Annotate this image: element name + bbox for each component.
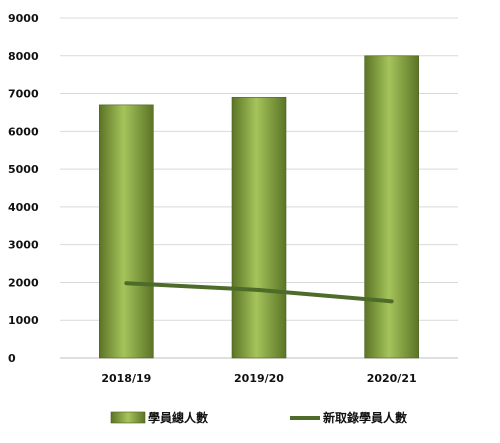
bar [231,97,287,359]
y-tick-label: 5000 [8,163,39,176]
legend-label: 新取錄學員人數 [323,410,407,425]
y-tick-label: 6000 [8,125,39,138]
x-tick-label: 2018/19 [101,372,151,385]
legend-label: 學員總人數 [148,410,208,425]
bar [99,104,154,359]
y-tick-label: 1000 [8,314,39,327]
x-axis-ticks: 2018/19 2019/20 2020/21 [101,372,416,385]
bar [364,55,419,359]
y-tick-label: 9000 [8,12,39,25]
legend: 學員總人數 新取錄學員人數 [110,410,407,425]
x-tick-label: 2020/21 [367,372,417,385]
y-tick-label: 8000 [8,50,39,63]
y-tick-label: 7000 [8,88,39,101]
legend-swatch-bar [110,411,146,424]
y-tick-label: 3000 [8,239,39,252]
line-series [124,281,394,304]
bar-series [99,55,419,359]
y-axis-ticks: 0 1000 2000 3000 4000 5000 6000 7000 8000 9000 [8,12,39,365]
x-tick-label: 2019/20 [234,372,284,385]
y-tick-label: 2000 [8,276,39,289]
y-tick-label: 0 [8,352,16,365]
y-tick-label: 4000 [8,201,39,214]
